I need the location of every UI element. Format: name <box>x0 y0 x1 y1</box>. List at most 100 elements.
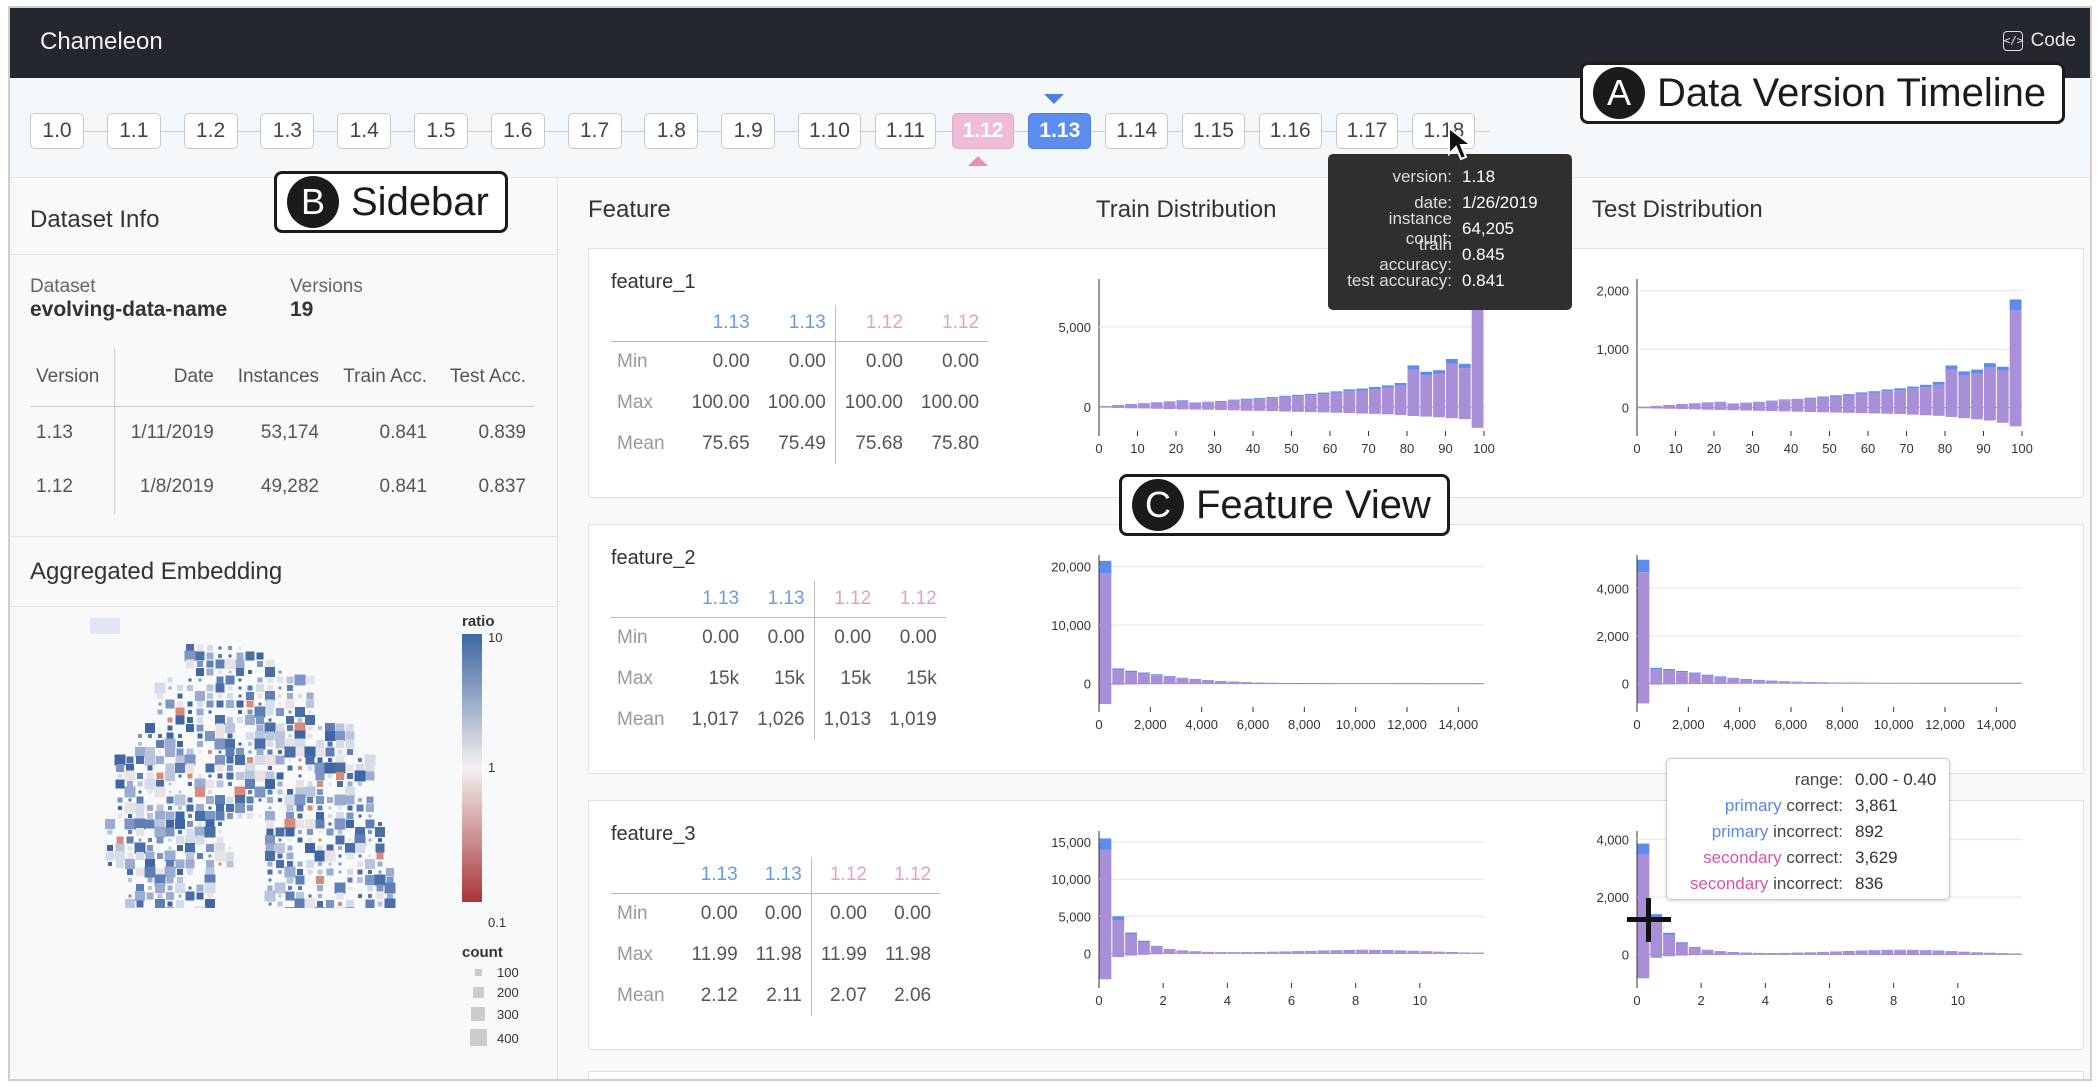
stats-version-header: 1.12 <box>875 857 941 894</box>
embedding-cell <box>286 852 294 860</box>
histogram-feature_3-train[interactable]: 15,000 10,000 5,000 0 0 2 4 6 8 10 <box>1029 823 1499 1023</box>
embedding-cell <box>155 883 165 893</box>
y-tick-label: 0 <box>1084 400 1091 415</box>
ratio-tick-low: 0.1 <box>488 915 506 930</box>
version-chip-1-5[interactable]: 1.5 <box>414 113 468 149</box>
version-chip-1-7[interactable]: 1.7 <box>567 113 622 149</box>
embedding-cell <box>166 820 174 828</box>
version-chip-1-6[interactable]: 1.6 <box>490 113 545 149</box>
embedding-cell <box>378 838 382 842</box>
bar-secondary <box>1189 407 1202 410</box>
version-chip-1-13[interactable]: 1.13 <box>1028 113 1092 149</box>
bar-overlap <box>1676 404 1688 408</box>
histogram-feature_1-test[interactable]: 2,000 1,000 0 0 10 20 30 40 50 60 70 80 90 100 <box>1567 271 2037 471</box>
embedding-cell <box>167 677 173 683</box>
version-chip-1-3[interactable]: 1.3 <box>260 113 315 149</box>
embedding-cell <box>284 818 296 830</box>
bar-overlap <box>1727 952 1740 955</box>
stats-header: 1.13 1.13 1.12 1.12 <box>611 305 989 342</box>
x-tick-label: 2 <box>1698 993 1705 1008</box>
x-tick-label: 10 <box>1130 441 1144 456</box>
embedding-cell <box>206 700 214 708</box>
bar-overlap <box>1163 401 1176 407</box>
bar-overlap <box>1688 673 1701 684</box>
version-chip-1-8[interactable]: 1.8 <box>644 113 699 149</box>
version-chip-1-9[interactable]: 1.9 <box>721 113 776 149</box>
embedding-cell <box>135 803 145 813</box>
version-chip-1-10[interactable]: 1.10 <box>798 113 861 149</box>
version-chip-1-12[interactable]: 1.12 <box>951 113 1015 149</box>
embedding-cell <box>155 899 165 908</box>
tooltip-value: 892 <box>1855 822 1884 841</box>
embedding-cell <box>225 675 235 685</box>
stats-value: 75.65 <box>702 432 750 454</box>
code-button[interactable]: </> Code <box>2002 30 2076 52</box>
bar-primary <box>1688 403 1701 404</box>
embedding-cell <box>305 715 315 725</box>
histogram-feature_1-train[interactable]: 5,000 0 0 10 20 30 40 50 60 70 80 90 100 <box>1029 271 1499 471</box>
bar-overlap <box>1907 950 1919 955</box>
bar-overlap <box>1855 950 1868 955</box>
aggregated-embedding-plot[interactable]: ratio 10 1 <box>10 608 557 908</box>
version-tooltip: version: 1.18 date: 1/26/2019 instance cou… <box>1328 154 1572 310</box>
table-row[interactable]: 1.12 1/8/2019 49,282 0.841 0.837 <box>30 460 534 514</box>
version-chip-1-14[interactable]: 1.14 <box>1105 113 1169 149</box>
bar-primary <box>1150 402 1163 403</box>
embedding-cell <box>188 814 192 818</box>
tooltip-key: primary incorrect: <box>1679 822 1855 842</box>
bar-primary <box>1330 950 1343 951</box>
bar-secondary <box>1099 683 1112 705</box>
version-chip-1-0[interactable]: 1.0 <box>30 113 84 149</box>
embedding-cell <box>176 900 184 908</box>
table-row[interactable]: 1.13 1/11/2019 53,174 0.841 0.839 <box>30 406 534 460</box>
embedding-cell <box>166 892 174 900</box>
bar-secondary <box>1894 407 1906 415</box>
version-chip-1-17[interactable]: 1.17 <box>1335 113 1399 149</box>
bar-overlap <box>1842 395 1855 408</box>
embedding-cell <box>244 770 256 782</box>
embedding-cell <box>317 869 323 875</box>
embedding-cell <box>148 838 152 842</box>
bar-overlap <box>1894 390 1906 408</box>
bar-secondary <box>1125 953 1137 956</box>
embedding-cell <box>167 717 173 723</box>
embedding-cell <box>354 834 366 846</box>
embedding-cell <box>328 806 332 810</box>
embedding-cell <box>365 763 375 773</box>
embedding-cell <box>268 766 272 770</box>
bar-overlap <box>1727 403 1740 408</box>
embedding-cell <box>228 654 232 658</box>
histogram-feature_2-test[interactable]: 4,000 2,000 0 0 2,000 4,000 6,000 8,000 10,000 12… <box>1567 547 2037 747</box>
version-chip-1-16[interactable]: 1.16 <box>1258 113 1322 149</box>
bar-primary <box>1176 950 1189 951</box>
version-chip-1-4[interactable]: 1.4 <box>337 113 392 149</box>
version-chip-1-2[interactable]: 1.2 <box>183 113 238 149</box>
histogram-feature_2-train[interactable]: 20,000 10,000 0 0 2,000 4,000 6,000 8,000 10,000… <box>1029 547 1499 747</box>
stats-value: 0.00 <box>712 350 750 372</box>
bar-primary <box>1907 949 1919 951</box>
row-train-acc: 0.841 <box>379 422 428 444</box>
bar-overlap <box>1240 952 1253 954</box>
version-chip-1-11[interactable]: 1.11 <box>874 113 937 149</box>
embedding-cell <box>315 819 325 829</box>
feature-card-feature_2[interactable]: feature_2 1.13 1.13 1.12 1.12 Min 0.00 0.00 0.00… <box>588 524 2084 774</box>
embedding-cell <box>166 860 174 868</box>
embedding-cell <box>206 668 214 676</box>
bar-secondary <box>1868 954 1881 955</box>
embedding-cell <box>345 843 355 853</box>
version-chip-1-1[interactable]: 1.1 <box>106 113 161 149</box>
row-test-acc: 0.839 <box>478 422 526 444</box>
bar-primary <box>1663 669 1675 671</box>
embedding-cell <box>284 738 296 750</box>
histogram-feature_3-test[interactable]: 4,000 2,000 0 0 2 4 6 8 10 <box>1567 823 2037 1023</box>
embedding-cell <box>347 773 353 779</box>
embedding-cell <box>308 838 312 842</box>
bar-primary <box>1791 398 1804 400</box>
embedding-cell <box>368 894 372 898</box>
bar-primary <box>1945 951 1958 952</box>
version-chip-1-15[interactable]: 1.15 <box>1182 113 1245 149</box>
embedding-cell <box>317 885 323 891</box>
embedding-cell <box>318 894 322 898</box>
bar-primary <box>1984 683 1996 684</box>
feature-view: Feature Train Distribution Test Distribu… <box>558 178 2090 1079</box>
